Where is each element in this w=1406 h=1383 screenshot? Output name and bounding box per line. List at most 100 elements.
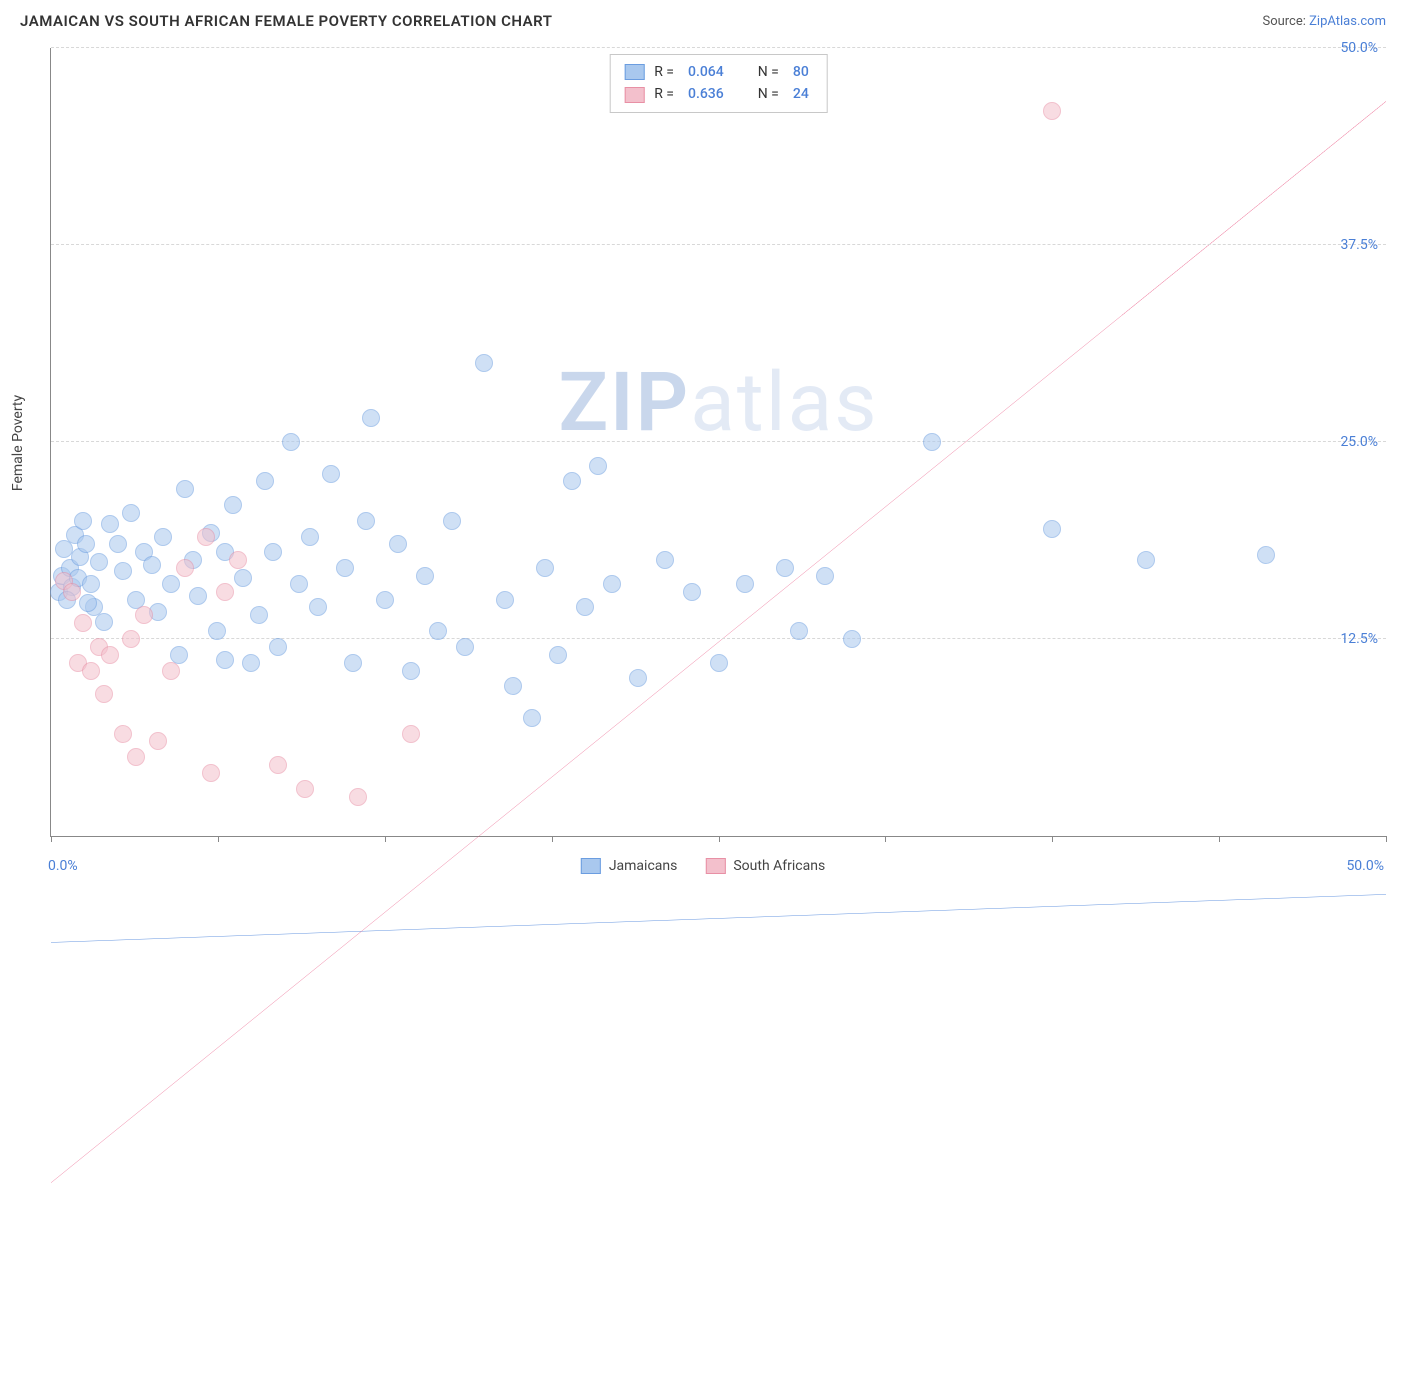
n-label: N = [758, 83, 779, 105]
data-point [349, 788, 367, 806]
legend-row: R = 0.636 N = 24 [624, 83, 813, 105]
data-point [504, 677, 522, 695]
data-point [82, 575, 100, 593]
data-point [234, 569, 252, 587]
source-link[interactable]: ZipAtlas.com [1309, 14, 1386, 29]
data-point [357, 512, 375, 530]
data-point [216, 583, 234, 601]
source-attribution: Source: ZipAtlas.com [1262, 14, 1386, 29]
n-label: N = [758, 61, 779, 83]
data-point [95, 685, 113, 703]
legend-row: R =0.064N =80 [624, 61, 813, 83]
data-point [197, 528, 215, 546]
legend-swatch [705, 858, 725, 874]
data-point [143, 556, 161, 574]
data-point [322, 465, 340, 483]
data-point [114, 562, 132, 580]
data-point [843, 630, 861, 648]
data-point [736, 575, 754, 593]
data-point [629, 669, 647, 687]
data-point [101, 515, 119, 533]
data-point [82, 662, 100, 680]
data-point [127, 748, 145, 766]
data-point [1257, 546, 1275, 564]
watermark-brand-bold: ZIP [558, 355, 690, 451]
data-point [376, 591, 394, 609]
data-point [362, 409, 380, 427]
data-point [776, 559, 794, 577]
watermark: ZIPatlas [558, 355, 878, 451]
x-tick [51, 836, 52, 842]
data-point [74, 614, 92, 632]
data-point [296, 780, 314, 798]
data-point [710, 654, 728, 672]
data-point [1043, 520, 1061, 538]
gridline-h [51, 441, 1386, 442]
data-point [589, 457, 607, 475]
r-value: 0.636 [688, 83, 724, 105]
chart-title: JAMAICAN VS SOUTH AFRICAN FEMALE POVERTY… [20, 12, 552, 30]
data-point [63, 583, 81, 601]
data-point [603, 575, 621, 593]
data-point [336, 559, 354, 577]
data-point [429, 622, 447, 640]
data-point [816, 567, 834, 585]
data-point [79, 594, 97, 612]
y-tick-label: 25.0% [1340, 434, 1378, 450]
data-point [202, 764, 220, 782]
legend-label: South Africans [733, 858, 825, 874]
data-point [563, 472, 581, 490]
data-point [229, 551, 247, 569]
data-point [549, 646, 567, 664]
x-tick [885, 836, 886, 842]
legend-swatch [624, 87, 644, 103]
data-point [1043, 102, 1061, 120]
data-point [162, 662, 180, 680]
x-tick [1219, 836, 1220, 842]
data-point [309, 598, 327, 616]
data-point [224, 496, 242, 514]
trend-line [51, 894, 1386, 942]
r-label: R = [654, 83, 674, 105]
legend-swatch [581, 858, 601, 874]
data-point [402, 662, 420, 680]
data-point [95, 613, 113, 631]
data-point [122, 504, 140, 522]
data-point [74, 512, 92, 530]
data-point [90, 553, 108, 571]
data-point [114, 725, 132, 743]
data-point [176, 480, 194, 498]
y-tick-label: 12.5% [1340, 631, 1378, 647]
data-point [1137, 551, 1155, 569]
correlation-legend: R =0.064N =80R =0.636N =24 [609, 54, 828, 113]
x-tick [552, 836, 553, 842]
x-tick [385, 836, 386, 842]
data-point [109, 535, 127, 553]
data-point [189, 587, 207, 605]
x-tick [719, 836, 720, 842]
data-point [683, 583, 701, 601]
data-point [790, 622, 808, 640]
data-point [389, 535, 407, 553]
y-tick-label: 50.0% [1340, 40, 1378, 56]
legend-swatch [624, 64, 644, 80]
data-point [269, 756, 287, 774]
chart-container: Female Poverty ZIPatlas R =0.064N =80R =… [50, 48, 1386, 837]
data-point [269, 638, 287, 656]
legend-item: Jamaicans [581, 858, 678, 874]
data-point [290, 575, 308, 593]
x-axis-max-label: 50.0% [1346, 858, 1384, 874]
y-tick-label: 37.5% [1340, 237, 1378, 253]
data-point [250, 606, 268, 624]
n-value: 80 [793, 61, 809, 83]
chart-header: JAMAICAN VS SOUTH AFRICAN FEMALE POVERTY… [0, 0, 1406, 38]
gridline-h [51, 638, 1386, 639]
data-point [656, 551, 674, 569]
data-point [122, 630, 140, 648]
data-point [402, 725, 420, 743]
n-value: 24 [793, 83, 809, 105]
legend-label: Jamaicans [609, 858, 678, 874]
data-point [416, 567, 434, 585]
data-point [576, 598, 594, 616]
x-axis-min-label: 0.0% [48, 858, 78, 874]
